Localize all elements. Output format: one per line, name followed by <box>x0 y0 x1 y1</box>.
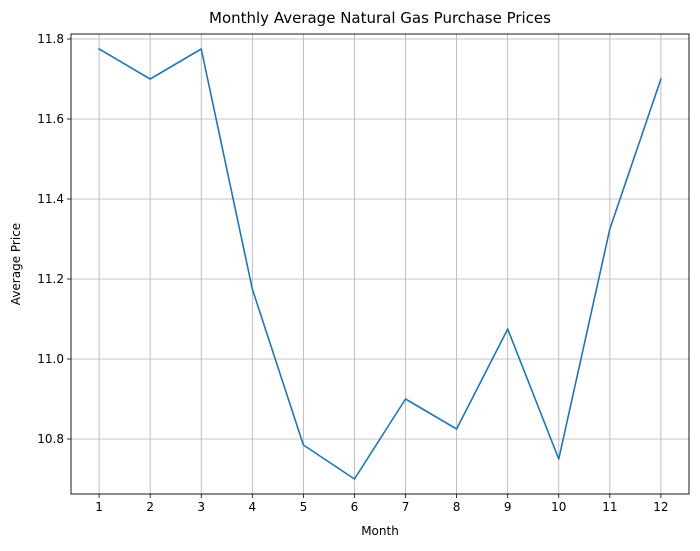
grid-layer <box>71 34 689 494</box>
y-tick-label: 11.2 <box>37 272 64 286</box>
x-tick-label: 6 <box>351 500 359 514</box>
y-axis-label: Average Price <box>9 223 23 305</box>
x-tick-label: 4 <box>248 500 256 514</box>
x-tick-label: 12 <box>653 500 668 514</box>
chart-title: Monthly Average Natural Gas Purchase Pri… <box>209 9 551 27</box>
y-tick-label: 11.0 <box>37 352 64 366</box>
series-line <box>97 47 662 480</box>
data-point <box>404 398 407 401</box>
x-tick-label: 9 <box>504 500 512 514</box>
x-axis-label: Month <box>361 524 399 538</box>
x-tick-label: 5 <box>300 500 308 514</box>
x-tick-label: 8 <box>453 500 461 514</box>
y-tick-label: 11.4 <box>37 192 64 206</box>
x-tick-label: 3 <box>197 500 205 514</box>
data-point <box>98 48 101 51</box>
x-tick-label: 2 <box>146 500 154 514</box>
x-tick-label: 1 <box>95 500 103 514</box>
data-point <box>557 458 560 461</box>
x-tick-label: 11 <box>602 500 617 514</box>
y-tick-label: 11.8 <box>37 32 64 46</box>
data-point <box>200 48 203 51</box>
plot-frame <box>70 33 690 495</box>
x-tick-label: 7 <box>402 500 410 514</box>
data-point <box>302 444 305 447</box>
data-point <box>251 288 254 291</box>
data-point <box>659 78 662 81</box>
series-layer <box>97 47 662 481</box>
x-tick-label: 10 <box>551 500 566 514</box>
y-tick-label: 11.6 <box>37 112 64 126</box>
data-point <box>149 78 152 81</box>
y-tick-label: 10.8 <box>37 432 64 446</box>
data-point <box>455 428 458 431</box>
data-point <box>353 478 356 481</box>
data-point <box>608 228 611 231</box>
data-point <box>506 328 509 331</box>
